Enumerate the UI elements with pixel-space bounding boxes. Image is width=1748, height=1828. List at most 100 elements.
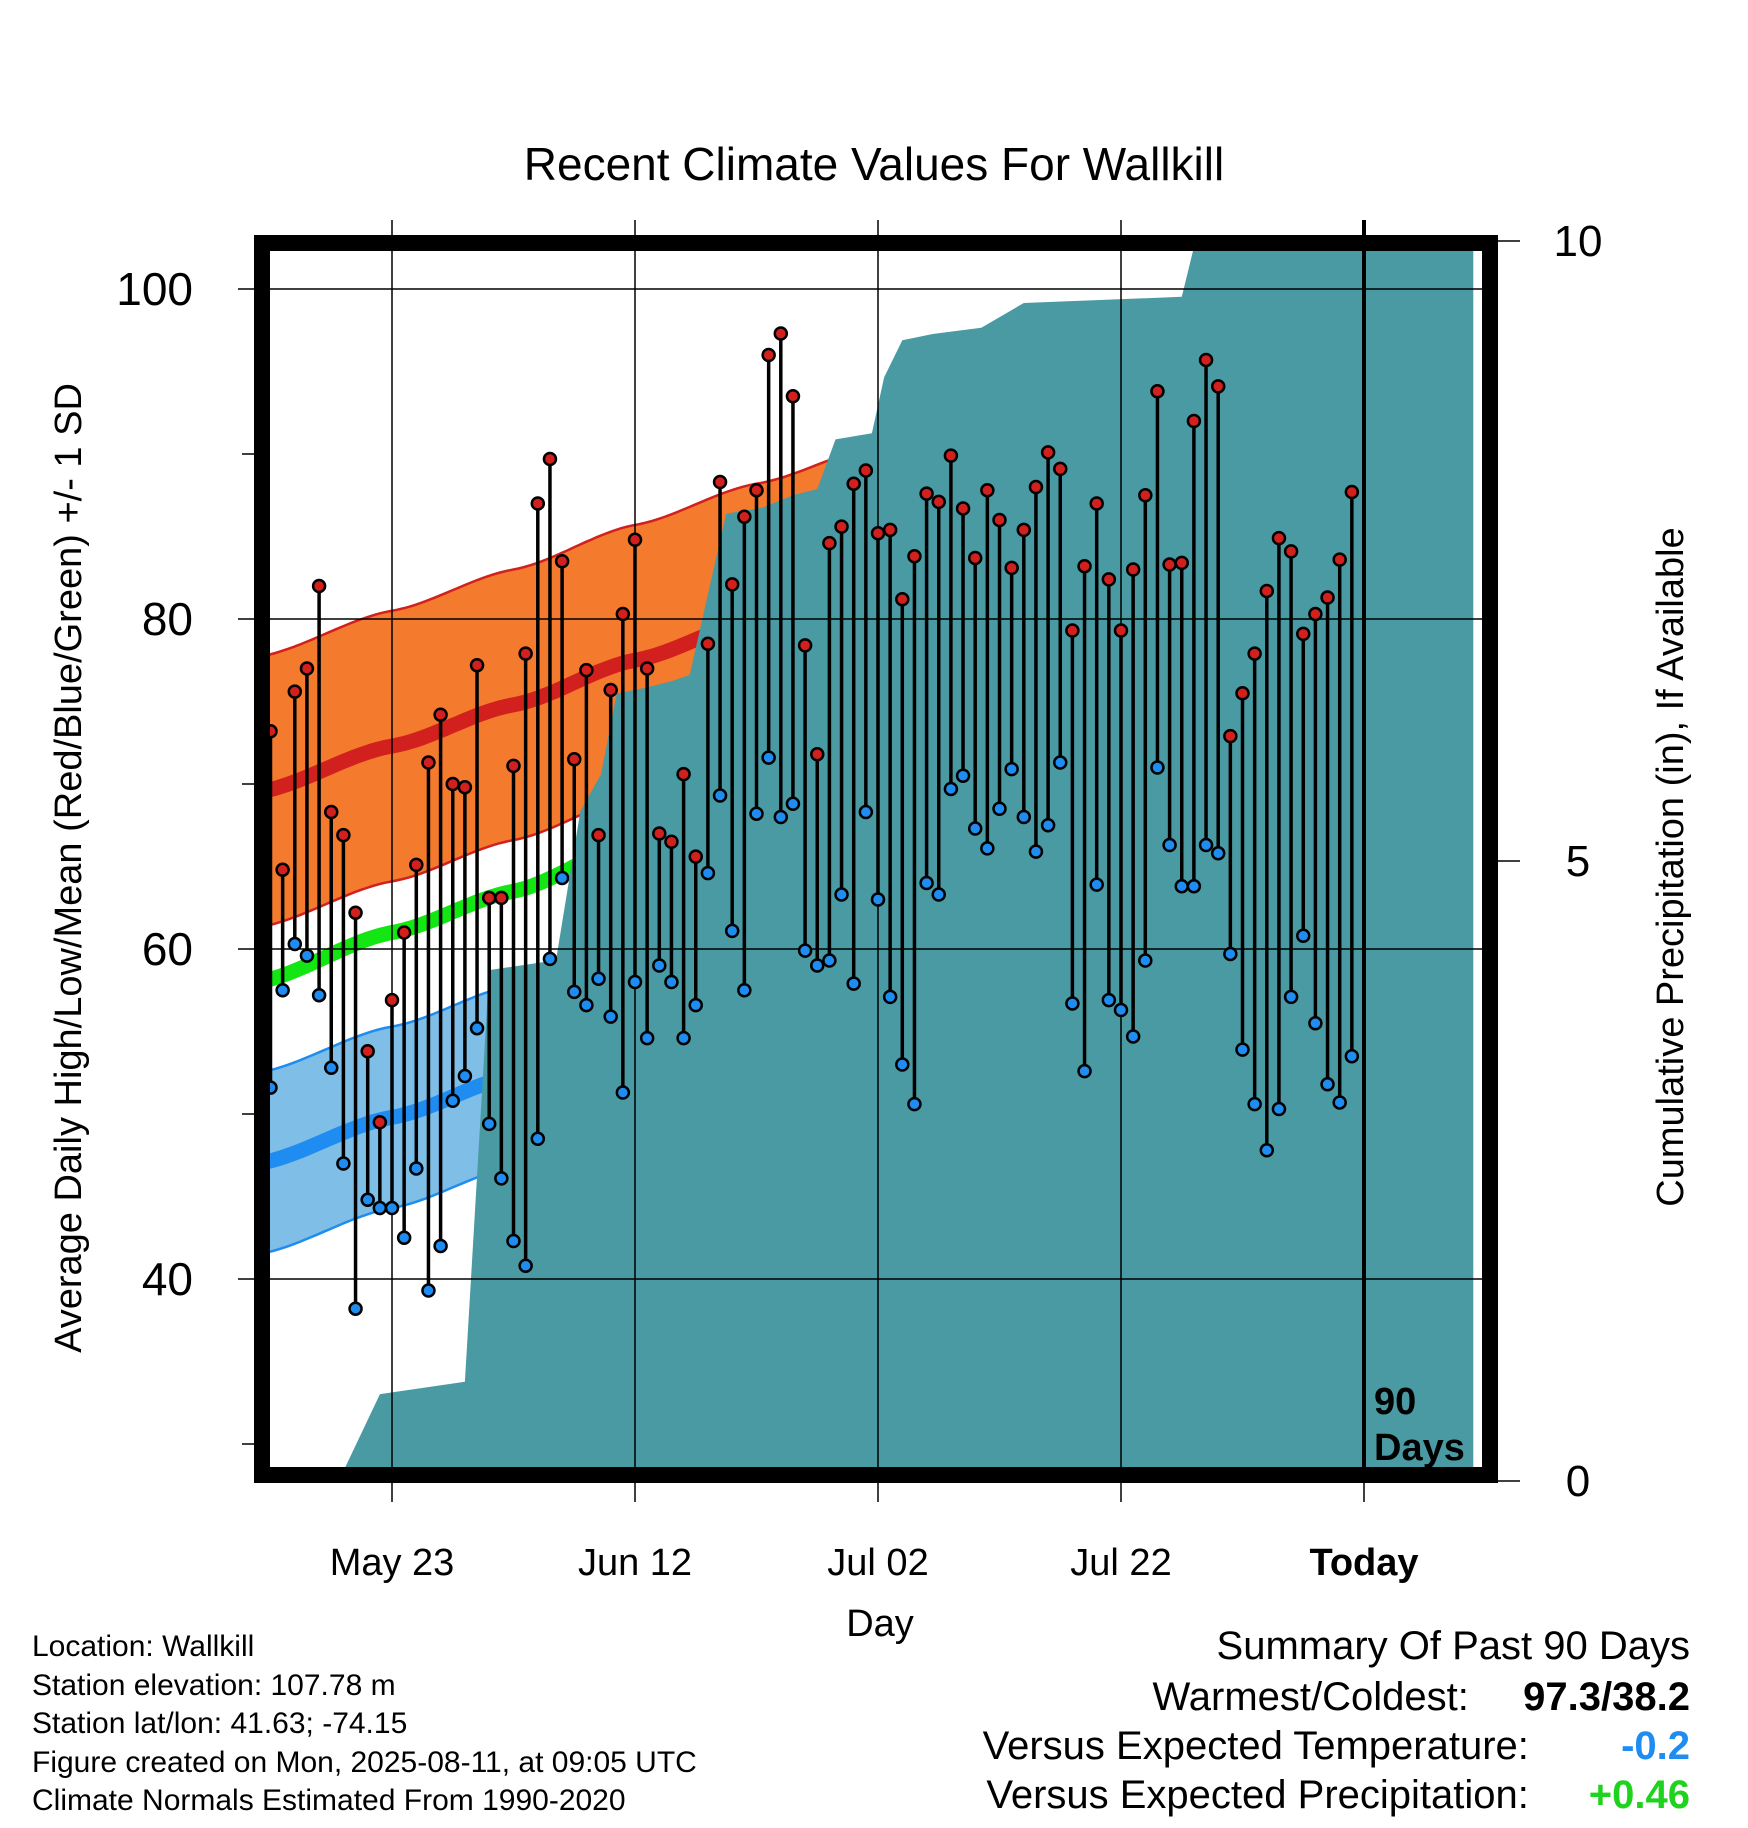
obs-low-point xyxy=(955,768,971,783)
observed-points xyxy=(263,326,1360,1316)
obs-low-point xyxy=(1198,837,1214,853)
obs-low-point xyxy=(810,958,825,973)
obs-low-point xyxy=(1344,1049,1360,1064)
obs-high-point xyxy=(1150,384,1165,399)
normals-text: Climate Normals Estimated From 1990-2020 xyxy=(32,1784,626,1817)
y-tick-label: 40 xyxy=(142,1253,193,1305)
obs-high-point xyxy=(311,578,327,594)
obs-high-point xyxy=(627,532,643,548)
obs-high-point xyxy=(761,347,776,363)
obs-high-point xyxy=(822,535,837,551)
obs-low-point xyxy=(567,984,582,1000)
obs-low-point xyxy=(870,892,886,907)
obs-low-point xyxy=(1186,879,1202,894)
created-text: Figure created on Mon, 2025-08-11, at 09… xyxy=(32,1745,697,1779)
obs-low-point xyxy=(311,987,327,1003)
obs-high-point xyxy=(980,483,995,498)
obs-high-point xyxy=(396,925,412,940)
today-marker-label: 90 Days xyxy=(1374,1381,1465,1469)
obs-low-point xyxy=(348,1301,363,1316)
obs-high-point xyxy=(506,758,521,774)
obs-high-point xyxy=(518,646,533,661)
obs-high-point xyxy=(1210,379,1226,394)
obs-high-point xyxy=(785,389,801,404)
obs-low-point xyxy=(652,958,667,973)
obs-low-point xyxy=(299,948,315,963)
obs-low-point xyxy=(1138,953,1153,968)
obs-low-point xyxy=(688,997,703,1013)
obs-low-point xyxy=(1332,1095,1347,1110)
obs-low-point xyxy=(943,781,959,797)
x-tick-label: Jun 12 xyxy=(578,1542,692,1584)
precipitation-area xyxy=(270,243,1474,1475)
obs-high-point xyxy=(445,776,460,792)
obs-high-point xyxy=(1053,461,1068,477)
obs-low-point xyxy=(664,974,679,990)
x-axis-label: Day xyxy=(846,1603,914,1645)
obs-high-point xyxy=(1089,496,1104,511)
precip-vs-expected-row: Versus Expected Precipitation: +0.46 xyxy=(983,1771,1690,1820)
temp-vs-expected-row: Versus Expected Temperature: -0.2 xyxy=(983,1722,1690,1771)
precip-tick-label: 10 xyxy=(1554,217,1603,266)
obs-low-point xyxy=(384,1200,400,1216)
obs-high-point xyxy=(882,522,898,538)
obs-low-point xyxy=(919,875,934,891)
obs-high-point xyxy=(1065,623,1080,638)
obs-high-point xyxy=(810,747,825,762)
obs-high-point xyxy=(1004,560,1019,576)
summary-heading: Summary Of Past 90 Days xyxy=(1216,1624,1690,1668)
obs-low-point xyxy=(1065,996,1080,1011)
obs-low-point xyxy=(1089,877,1104,892)
precip-vs-expected-label: Versus Expected Precipitation: xyxy=(986,1773,1529,1817)
obs-high-point xyxy=(1198,352,1214,368)
obs-low-point xyxy=(858,804,874,820)
obs-low-point xyxy=(980,841,995,856)
obs-low-point xyxy=(907,1096,922,1112)
obs-low-point xyxy=(1028,844,1044,859)
summary-panel: Summary Of Past 90 Days Warmest/Coldest:… xyxy=(983,1622,1690,1820)
obs-low-point xyxy=(724,923,740,939)
obs-high-point xyxy=(652,826,667,841)
warmest-coldest-value: 97.3/38.2 xyxy=(1523,1675,1690,1719)
obs-low-point xyxy=(785,796,801,812)
obs-low-point xyxy=(882,989,898,1005)
obs-high-point xyxy=(1174,555,1189,571)
obs-high-point xyxy=(1028,479,1044,495)
obs-low-point xyxy=(1053,755,1068,770)
x-tick-label: May 23 xyxy=(330,1542,455,1584)
obs-low-point xyxy=(1308,1016,1323,1031)
y-tick-label: 60 xyxy=(142,923,193,975)
obs-low-point xyxy=(992,801,1007,816)
obs-low-point xyxy=(627,974,643,990)
obs-high-point xyxy=(457,780,473,795)
obs-high-point xyxy=(1138,488,1153,503)
obs-high-point xyxy=(1162,557,1177,572)
obs-low-point xyxy=(469,1020,485,1036)
obs-high-point xyxy=(1235,686,1250,701)
obs-low-point xyxy=(1125,1029,1141,1044)
obs-high-point xyxy=(348,905,363,920)
obs-high-point xyxy=(1320,590,1335,605)
obs-low-point xyxy=(773,809,789,825)
obs-low-point xyxy=(1320,1077,1335,1092)
obs-high-point xyxy=(1332,552,1347,567)
obs-high-point xyxy=(992,512,1007,528)
obs-high-point xyxy=(737,509,752,524)
y-axis-label-right: Cumulative Precipitation (in), If Availa… xyxy=(1650,527,1692,1207)
obs-low-point xyxy=(542,951,558,967)
obs-low-point xyxy=(1040,818,1056,833)
obs-low-point xyxy=(700,865,716,881)
obs-high-point xyxy=(895,591,910,607)
obs-low-point xyxy=(506,1233,521,1249)
obs-low-point xyxy=(324,1060,339,1076)
x-tick-label: Jul 02 xyxy=(827,1542,928,1584)
obs-high-point xyxy=(664,834,679,849)
obs-high-point xyxy=(773,326,789,341)
obs-high-point xyxy=(1125,562,1141,577)
obs-low-point xyxy=(822,953,837,968)
obs-high-point xyxy=(1344,484,1360,500)
obs-low-point xyxy=(1077,1063,1092,1079)
obs-high-point xyxy=(834,519,849,534)
obs-low-point xyxy=(1162,837,1177,853)
obs-low-point xyxy=(1174,879,1189,894)
